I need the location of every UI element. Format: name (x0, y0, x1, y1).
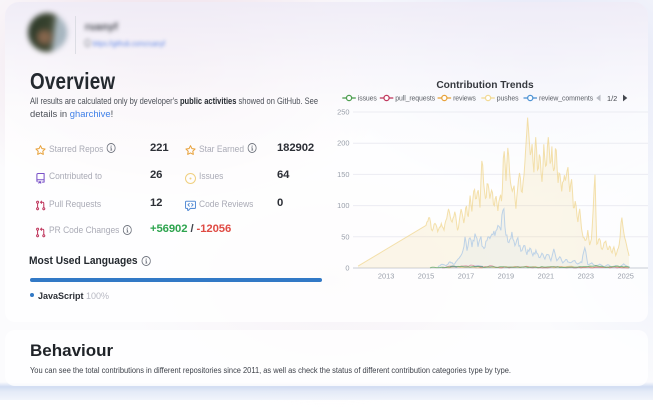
svg-text:pull_requests: pull_requests (395, 96, 435, 103)
svg-text:review_comments: review_comments (539, 96, 594, 103)
svg-text:issues: issues (358, 96, 378, 103)
svg-text:2025: 2025 (617, 272, 633, 281)
svg-text:pushes: pushes (497, 96, 519, 103)
svg-text:2019: 2019 (498, 272, 514, 281)
svg-text:2015: 2015 (418, 272, 434, 281)
svg-text:0: 0 (345, 264, 349, 273)
svg-text:1/2: 1/2 (607, 94, 617, 103)
svg-text:200: 200 (337, 139, 349, 148)
svg-text:2023: 2023 (578, 272, 594, 281)
svg-text:reviews: reviews (453, 96, 476, 103)
svg-text:2017: 2017 (458, 272, 474, 281)
svg-text:2013: 2013 (378, 272, 394, 281)
svg-text:150: 150 (337, 170, 349, 179)
svg-text:250: 250 (337, 108, 349, 117)
svg-text:2021: 2021 (538, 272, 554, 281)
svg-text:50: 50 (341, 232, 349, 241)
svg-text:100: 100 (337, 201, 349, 210)
svg-text:Contribution Trends: Contribution Trends (436, 80, 534, 91)
